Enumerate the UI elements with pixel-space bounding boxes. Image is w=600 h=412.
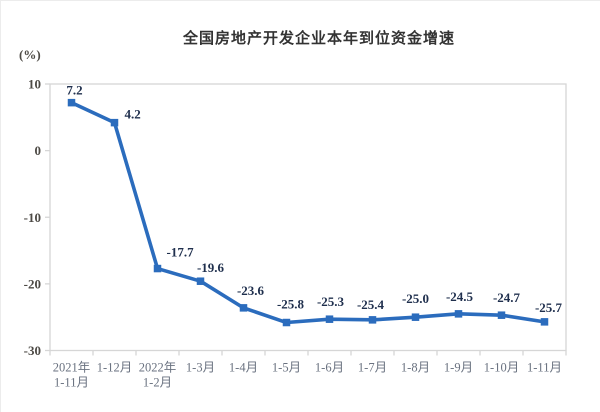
- data-point-label: -25.3: [317, 294, 345, 309]
- y-axis: 10 0 -10 -20 -30: [24, 77, 50, 358]
- x-axis-category-label: 1-3月: [186, 361, 215, 375]
- data-point-marker: [67, 98, 76, 107]
- data-point-label: -24.5: [446, 289, 474, 304]
- data-point-marker: [325, 315, 334, 323]
- x-axis-category-label: 2021年 1-11月: [53, 361, 91, 390]
- y-axis-tick-label: -10: [24, 210, 41, 225]
- data-point-label: -23.6: [237, 283, 265, 298]
- y-axis-tick-label: -20: [24, 276, 41, 291]
- data-point-marker: [110, 118, 119, 127]
- data-point-label: 4.2: [125, 107, 141, 122]
- x-axis-category-label: 1-6月: [315, 361, 344, 375]
- data-point-marker: [454, 310, 463, 318]
- data-point-label: -19.6: [197, 260, 225, 275]
- data-point-marker: [540, 318, 549, 326]
- x-axis-category-label: 1-12月: [97, 361, 132, 375]
- data-point-marker: [239, 304, 248, 312]
- x-axis: 2021年 1-11月 1-12月 2022年 1-2月 1-3月 1-4月 1-5月 1-6月…: [49, 350, 567, 390]
- data-point-label: -25.7: [535, 300, 563, 315]
- data-markers: [67, 98, 549, 327]
- x-axis-category-label: 2022年 1-2月: [139, 361, 177, 390]
- data-point-label: -17.7: [167, 245, 195, 260]
- y-axis-unit-label: (%): [19, 47, 41, 62]
- chart-title: 全国房地产开发企业本年到位资金增速: [182, 30, 455, 47]
- x-axis-category-label: 1-10月: [484, 361, 519, 375]
- data-point-label: 7.2: [66, 83, 82, 98]
- data-point-marker: [282, 318, 291, 327]
- y-axis-tick-label: -30: [24, 343, 41, 358]
- x-axis-category-label: 1-5月: [272, 361, 301, 375]
- x-axis-category-label: 1-7月: [358, 361, 387, 375]
- data-point-marker: [368, 316, 377, 324]
- x-axis-category-label: 1-8月: [401, 361, 430, 375]
- data-line: [69, 100, 547, 325]
- data-point-marker: [497, 311, 506, 319]
- data-point-marker: [196, 277, 205, 285]
- x-axis-category-label: 1-9月: [444, 361, 473, 375]
- data-point-marker: [153, 264, 162, 273]
- data-point-marker: [411, 313, 420, 321]
- plot-border: [49, 83, 567, 352]
- data-point-label: -25.4: [357, 297, 385, 312]
- data-point-label: -25.8: [277, 297, 305, 312]
- y-axis-tick-label: 10: [28, 77, 41, 92]
- data-point-label: -25.0: [402, 291, 429, 306]
- data-point-label: -24.7: [493, 290, 521, 305]
- x-axis-category-label: 1-4月: [229, 361, 258, 375]
- y-axis-tick-label: 0: [35, 143, 42, 158]
- data-point-labels: 7.2 4.2 -17.7-19.6 -23.6 -25.8 -25.3 -25.4 -25.…: [66, 83, 562, 315]
- x-axis-category-label: 1-11月: [527, 361, 562, 375]
